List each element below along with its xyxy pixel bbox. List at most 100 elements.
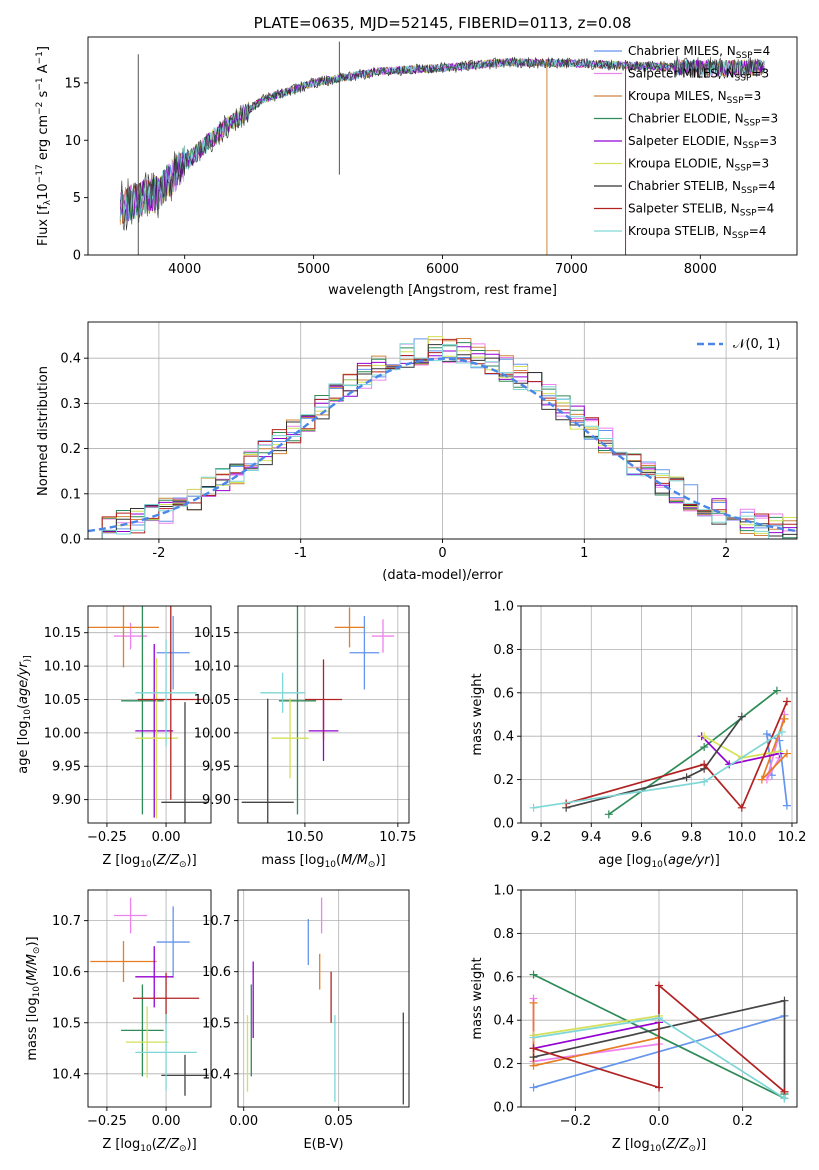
mass_vs_ebv-axes: 0.00 0.05 10.4 10.5 10.6 10.7 E(B-V) — [202, 889, 410, 1152]
legend-label: Kroupa MILES, NSSP=3 — [628, 89, 761, 106]
weight-marker — [757, 775, 766, 784]
spectrum-axes: 4000 5000 6000 7000 8000 0 5 10 15 PLATE=0635, MJ… — [35, 14, 798, 298]
weight-marker — [777, 727, 786, 736]
legend-label-part: =3 — [760, 112, 778, 126]
y-tick-label: 10.10 — [194, 660, 231, 675]
x-tick-label: 0.00 — [229, 1114, 258, 1129]
x-tick-label: 0.05 — [324, 1114, 353, 1129]
x-axis-label-part: 10 — [650, 1144, 662, 1154]
plot-area — [88, 606, 209, 823]
weight-marker — [737, 712, 746, 721]
legend-label-part: SSP — [736, 51, 753, 61]
y-tick-label: 10.5 — [202, 1016, 231, 1031]
x-axis-label-part: Z [log — [612, 1137, 650, 1152]
plot-area — [119, 41, 765, 255]
y-tick-label: 0.4 — [493, 1014, 514, 1029]
y-tick-label: 9.90 — [52, 793, 81, 808]
y-tick-label: 9.95 — [52, 760, 81, 775]
weight-line — [533, 1015, 660, 1037]
plot-area — [241, 606, 395, 823]
plot-area — [246, 897, 404, 1105]
x-axis-label-part: ⊙ — [179, 860, 187, 870]
weight_vs_age-axes: 9.2 9.4 9.6 9.8 10.0 10.2 0.0 0.2 0.4 0.6 0.8 1.0 ag… — [470, 600, 806, 871]
y-tick-label: 0.2 — [493, 1057, 514, 1072]
x-tick-label: 9.4 — [581, 830, 602, 845]
histogram-series — [88, 343, 797, 539]
x-axis-label: wavelength [Angstrom, rest frame] — [328, 283, 557, 298]
y-axis-label-part: M/M — [25, 954, 40, 981]
x-axis-label-part: 10 — [140, 1144, 152, 1154]
weight-marker — [782, 697, 791, 706]
y-axis-label-part: λ — [43, 199, 53, 205]
legend-label-part: SSP — [727, 96, 744, 106]
x-axis-label-part: ⊙ — [179, 1144, 187, 1154]
x-axis-label-part: ( — [152, 1137, 157, 1152]
x-tick-label: 4000 — [168, 262, 201, 277]
legend-label: Salpeter STELIB, NSSP=4 — [628, 202, 774, 219]
y-tick-label: 0.2 — [493, 773, 514, 788]
x-axis-label-part: Z [log — [102, 853, 140, 868]
weight-marker — [775, 747, 784, 756]
x-tick-label: 10.75 — [379, 830, 416, 845]
y-tick-label: 0.8 — [493, 927, 514, 942]
weight-marker — [655, 981, 663, 990]
legend-label-part: Kroupa ELODIE, N — [628, 157, 735, 171]
y-tick-label: 1.0 — [493, 600, 514, 615]
y-tick-label: 10 — [64, 134, 81, 149]
y-axis-label-part: age/yr — [16, 661, 31, 704]
y-tick-label: 10.6 — [202, 965, 231, 980]
plot-area — [90, 897, 209, 1096]
y-axis-label: age [log10(age/yr)] — [16, 655, 33, 773]
y-axis-label: mass [log10(M/M⊙)] — [25, 936, 42, 1060]
y-axis-label-part: 10 — [32, 986, 42, 998]
axes-frame — [237, 889, 410, 1108]
weight-line — [565, 716, 743, 809]
weight-marker — [655, 1014, 663, 1023]
y-tick-label: 10.00 — [194, 726, 231, 741]
weight-marker — [780, 996, 789, 1005]
weight-marker — [604, 810, 613, 819]
plot-area — [88, 336, 797, 539]
weight-marker — [700, 743, 709, 752]
y-axis-label-part: −1 — [35, 51, 45, 64]
y-tick-label: 0 — [73, 249, 81, 264]
legend-label: Kroupa STELIB, NSSP=4 — [628, 224, 766, 241]
x-tick-label: 0 — [438, 546, 446, 561]
y-tick-label: 5 — [73, 191, 81, 206]
x-axis-label-part: 10 — [651, 860, 663, 870]
y-axis-label-part: −17 — [35, 164, 45, 183]
legend-label-part: SSP — [740, 209, 757, 219]
x-tick-label: 7000 — [555, 262, 588, 277]
x-tick-label: 2 — [722, 546, 730, 561]
legend-label-part: SSP — [735, 164, 752, 174]
legend-label-part: Salpeter ELODIE, N — [628, 134, 742, 148]
x-tick-label: -2 — [152, 546, 165, 561]
chart-title: PLATE=0635, MJD=52145, FIBERID=0113, z=0… — [254, 14, 632, 32]
x-axis-label-part: mass [log — [261, 853, 324, 868]
y-tick-label: 0.2 — [60, 442, 81, 457]
weight-marker — [529, 970, 538, 979]
x-axis-label-part: )] — [710, 853, 720, 868]
legend-label-part: =4 — [749, 224, 767, 238]
weight-marker — [762, 730, 771, 739]
x-tick-label: −0.25 — [87, 830, 127, 845]
y-axis-label: mass weight — [470, 673, 485, 755]
weight-marker — [529, 803, 538, 812]
x-axis-label: age [log10(age/yr)] — [598, 853, 720, 870]
axes-frame — [87, 605, 212, 824]
weight-marker — [529, 998, 538, 1007]
weight-line — [565, 701, 788, 810]
legend-label-part: Chabrier MILES, N — [628, 44, 736, 58]
x-tick-label: 9.2 — [531, 830, 552, 845]
x-axis-label-part: Z/Z — [665, 1137, 689, 1152]
x-tick-label: 0.0 — [649, 1114, 670, 1129]
legend-label-part: Kroupa MILES, N — [628, 89, 727, 103]
x-axis-label-part: Z/Z — [156, 853, 180, 868]
weight-marker — [782, 801, 791, 810]
y-axis-label-part: A — [36, 64, 51, 77]
y-tick-label: 10.4 — [202, 1067, 231, 1082]
y-tick-label: 1.0 — [493, 884, 514, 899]
legend-label: Chabrier ELODIE, NSSP=3 — [628, 112, 778, 129]
weight-marker — [655, 1083, 663, 1092]
x-tick-label: 0.00 — [152, 830, 181, 845]
